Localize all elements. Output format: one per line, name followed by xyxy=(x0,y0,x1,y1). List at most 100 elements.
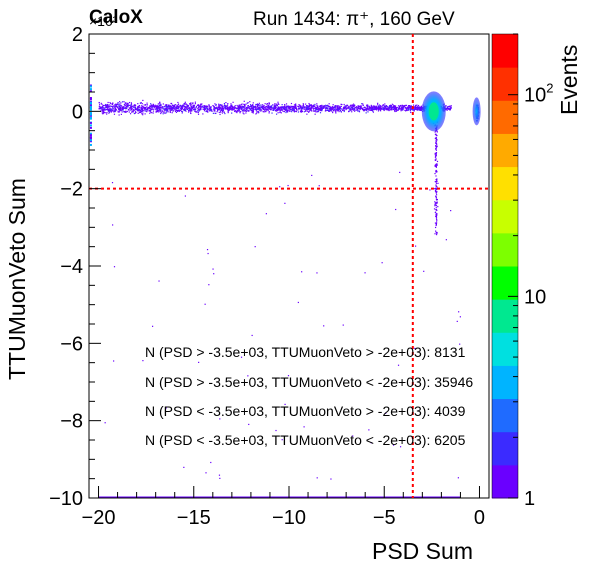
data-point xyxy=(257,103,260,106)
data-point xyxy=(183,106,185,108)
data-point xyxy=(435,182,438,184)
data-point xyxy=(130,111,133,113)
data-point xyxy=(165,107,167,109)
data-point xyxy=(119,108,121,110)
data-point xyxy=(318,185,320,187)
data-point xyxy=(435,137,437,139)
data-point xyxy=(102,111,104,113)
data-point xyxy=(434,155,437,157)
data-point xyxy=(239,112,241,114)
data-point xyxy=(149,110,152,112)
data-point xyxy=(244,107,246,109)
data-point xyxy=(435,146,437,148)
data-point xyxy=(120,105,123,107)
stats-line-3: N (PSD < -3.5e+03, TTUMuonVeto > -2e+03)… xyxy=(145,403,466,419)
data-point xyxy=(133,106,135,108)
data-point xyxy=(132,105,134,107)
data-point xyxy=(253,106,255,108)
data-point xyxy=(399,107,401,109)
data-point xyxy=(229,108,231,110)
data-point xyxy=(326,109,329,112)
data-point xyxy=(241,109,244,112)
data-point xyxy=(414,106,416,108)
data-point xyxy=(390,109,392,111)
data-point xyxy=(115,108,117,111)
data-point xyxy=(242,107,244,109)
data-point xyxy=(295,109,298,111)
data-point xyxy=(381,106,384,108)
data-point xyxy=(435,145,437,147)
data-point xyxy=(312,104,315,106)
data-point xyxy=(194,110,196,112)
data-point xyxy=(370,442,372,444)
data-point xyxy=(230,103,232,105)
data-point xyxy=(160,104,162,106)
data-point xyxy=(240,104,242,106)
data-point xyxy=(205,105,207,107)
data-point xyxy=(375,109,378,111)
data-point xyxy=(409,106,411,108)
data-point xyxy=(394,109,396,111)
data-point xyxy=(197,113,200,115)
data-point xyxy=(170,102,172,105)
data-point xyxy=(435,186,437,188)
data-point xyxy=(417,108,420,110)
data-point xyxy=(199,104,201,107)
data-point xyxy=(127,109,130,111)
y-tick-label: 0 xyxy=(72,101,83,123)
data-point xyxy=(132,111,134,113)
data-point xyxy=(406,106,409,108)
data-point xyxy=(337,108,340,110)
data-point xyxy=(175,109,177,111)
data-point xyxy=(129,107,131,110)
data-point xyxy=(210,109,213,111)
data-point xyxy=(319,109,321,111)
data-point xyxy=(269,106,271,109)
data-point xyxy=(242,105,244,108)
data-point xyxy=(100,108,102,110)
data-point xyxy=(292,108,294,110)
data-point xyxy=(120,108,122,110)
data-point xyxy=(363,108,366,111)
data-point xyxy=(167,106,169,108)
data-point xyxy=(303,111,305,113)
data-point xyxy=(227,112,229,114)
data-point xyxy=(213,108,215,110)
data-point xyxy=(117,107,119,109)
data-point xyxy=(113,111,115,113)
data-point xyxy=(336,109,338,111)
data-point xyxy=(133,104,135,106)
data-point xyxy=(308,108,310,110)
data-point xyxy=(215,112,217,115)
data-point xyxy=(415,107,417,109)
data-point xyxy=(118,107,120,110)
data-point xyxy=(137,108,140,110)
data-point xyxy=(311,110,313,112)
data-point xyxy=(238,104,240,106)
data-point xyxy=(220,109,222,112)
data-point xyxy=(319,105,321,108)
data-point xyxy=(342,324,344,326)
data-point xyxy=(214,103,216,105)
data-point xyxy=(378,108,380,110)
data-point xyxy=(218,474,221,476)
data-point xyxy=(227,108,229,110)
data-point xyxy=(102,108,105,111)
data-point xyxy=(127,104,129,106)
data-point xyxy=(254,106,256,109)
data-point xyxy=(232,109,234,111)
data-point xyxy=(109,108,112,110)
data-point xyxy=(300,109,303,111)
data-point xyxy=(253,108,255,111)
data-point xyxy=(389,105,391,108)
x-axis: −20 −15 −10 −5 0 xyxy=(82,486,485,529)
data-point xyxy=(362,103,364,105)
data-point xyxy=(300,105,302,107)
x-tick-label: −5 xyxy=(373,507,396,529)
data-point xyxy=(436,145,438,147)
data-point xyxy=(216,106,218,108)
data-point xyxy=(283,106,285,109)
data-point xyxy=(337,107,339,109)
data-point xyxy=(201,105,204,107)
data-point xyxy=(210,106,212,108)
